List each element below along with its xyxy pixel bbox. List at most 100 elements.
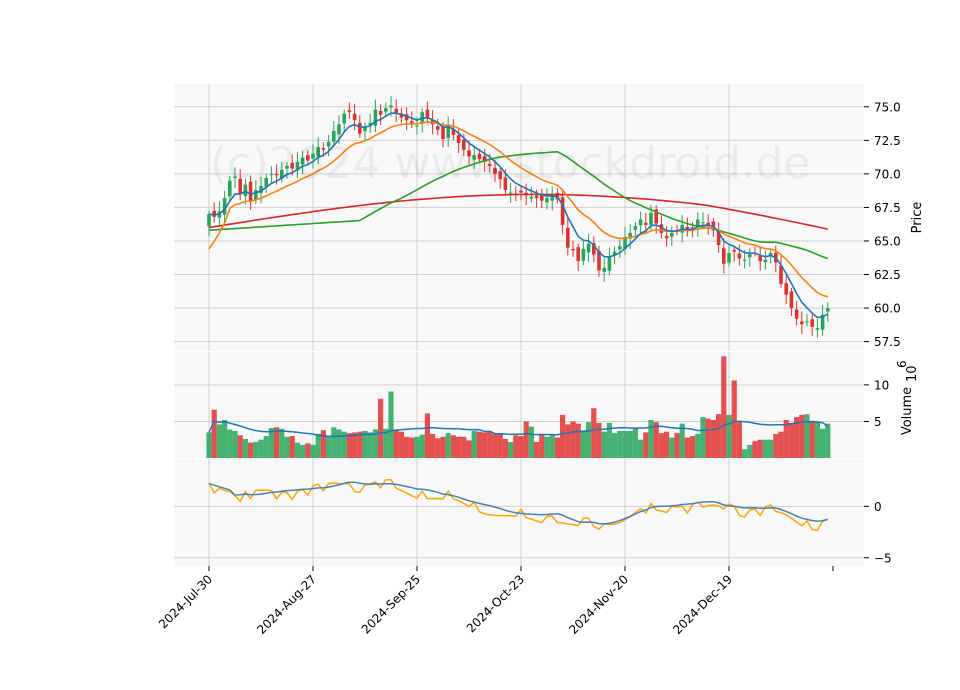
- candle-body: [805, 321, 809, 323]
- volume-bar: [440, 436, 446, 458]
- x-tick-label: 2024-Nov-20: [566, 572, 631, 637]
- volume-bar: [398, 431, 404, 458]
- volume-bar: [502, 438, 508, 458]
- candle-body: [441, 126, 445, 140]
- volume-bar: [414, 436, 420, 458]
- oscillator-main-line: [208, 481, 828, 525]
- x-tick-label: 2024-Sep-25: [359, 572, 423, 636]
- candle-body: [337, 124, 341, 135]
- volume-bar: [554, 437, 560, 458]
- volume-bar: [794, 417, 800, 458]
- volume-bar: [570, 421, 576, 458]
- ma-slow-line: [208, 150, 829, 260]
- ma-fast-line: [208, 112, 829, 319]
- x-tick-label: 2024-Oct-23: [464, 572, 527, 635]
- candle-body: [498, 171, 502, 180]
- volume-bar: [799, 414, 805, 458]
- candle-body: [607, 257, 612, 271]
- candle-body: [560, 197, 565, 225]
- y-tick-label: 75.0: [874, 100, 901, 114]
- candle-body: [404, 114, 409, 121]
- volume-bar: [726, 414, 732, 458]
- volume-bar: [674, 433, 680, 458]
- candle-body: [274, 174, 279, 176]
- candle-body: [285, 165, 289, 169]
- volume-bar: [492, 433, 498, 458]
- x-tick-label: 2024-Dec-19: [670, 572, 735, 637]
- volume-bar: [627, 430, 633, 458]
- candle-body: [410, 121, 414, 123]
- volume-bar: [648, 419, 654, 458]
- volume-bar: [528, 426, 534, 458]
- volume-bar: [721, 356, 727, 458]
- candle-body: [586, 243, 591, 253]
- candle-body: [763, 259, 768, 263]
- volume-bar: [289, 436, 295, 458]
- candle-body: [727, 253, 731, 263]
- candle-body: [592, 243, 596, 255]
- volume-bar: [690, 436, 696, 458]
- candle-body: [321, 148, 326, 150]
- volume-bar: [539, 434, 545, 458]
- volume-bar: [253, 441, 259, 458]
- volume-bar: [513, 435, 519, 458]
- y-tick-label: 0: [874, 500, 882, 514]
- candle-body: [654, 209, 658, 224]
- candle-body: [415, 125, 419, 127]
- candle-body: [758, 256, 762, 262]
- volume-bar: [669, 437, 675, 458]
- candle-body: [508, 192, 513, 194]
- volume-bar: [466, 440, 472, 458]
- volume-bar: [643, 432, 649, 458]
- volume-bar: [757, 439, 763, 458]
- volume-bar: [211, 409, 217, 458]
- volume-bar: [294, 442, 300, 458]
- volume-bar: [814, 422, 820, 458]
- volume-bar: [393, 429, 399, 458]
- candle-body: [503, 177, 508, 190]
- candle-body: [280, 169, 284, 179]
- volume-bar: [419, 434, 425, 458]
- candle-body: [779, 265, 783, 284]
- volume-bar: [773, 433, 779, 458]
- volume-bar: [783, 419, 789, 458]
- volume-bar: [518, 436, 524, 458]
- volume-bar: [565, 424, 571, 458]
- candle-body: [670, 232, 674, 237]
- volume-bar: [305, 443, 311, 458]
- candle-body: [550, 195, 554, 201]
- volume-axis-label: Volume: [900, 387, 915, 435]
- panel-price: [174, 84, 864, 351]
- volume-bar: [586, 422, 592, 458]
- candle-body: [254, 189, 258, 200]
- volume-bar: [825, 423, 831, 458]
- volume-bar: [534, 441, 540, 458]
- candle-body: [222, 198, 227, 215]
- candle-body: [571, 248, 575, 251]
- candle-body: [800, 321, 804, 325]
- candle-body: [633, 226, 638, 230]
- candle-body: [602, 267, 606, 272]
- volume-bar: [596, 422, 602, 458]
- candle-body: [373, 109, 378, 126]
- candle-body: [649, 212, 653, 225]
- volume-bar: [575, 423, 581, 458]
- candle-body: [259, 185, 263, 194]
- candle-body: [311, 153, 315, 159]
- watermark: (c)2024 www.stockdroid.de: [210, 138, 810, 189]
- candle-body: [696, 219, 700, 228]
- volume-bar: [388, 391, 394, 458]
- y-tick-label: 62.5: [874, 268, 901, 282]
- candle-body: [300, 157, 305, 165]
- candle-body: [326, 141, 331, 147]
- ma-medium-line: [208, 121, 829, 298]
- volume-bar: [768, 439, 774, 458]
- volume-bar: [367, 432, 373, 458]
- candle-body: [742, 259, 747, 261]
- volume-bar: [560, 414, 566, 458]
- volume-bar: [523, 421, 529, 458]
- volume-bar: [346, 433, 352, 458]
- candle-body: [576, 247, 580, 262]
- candle-body: [540, 194, 544, 201]
- x-tick-label: 2024-Jul-30: [156, 572, 215, 631]
